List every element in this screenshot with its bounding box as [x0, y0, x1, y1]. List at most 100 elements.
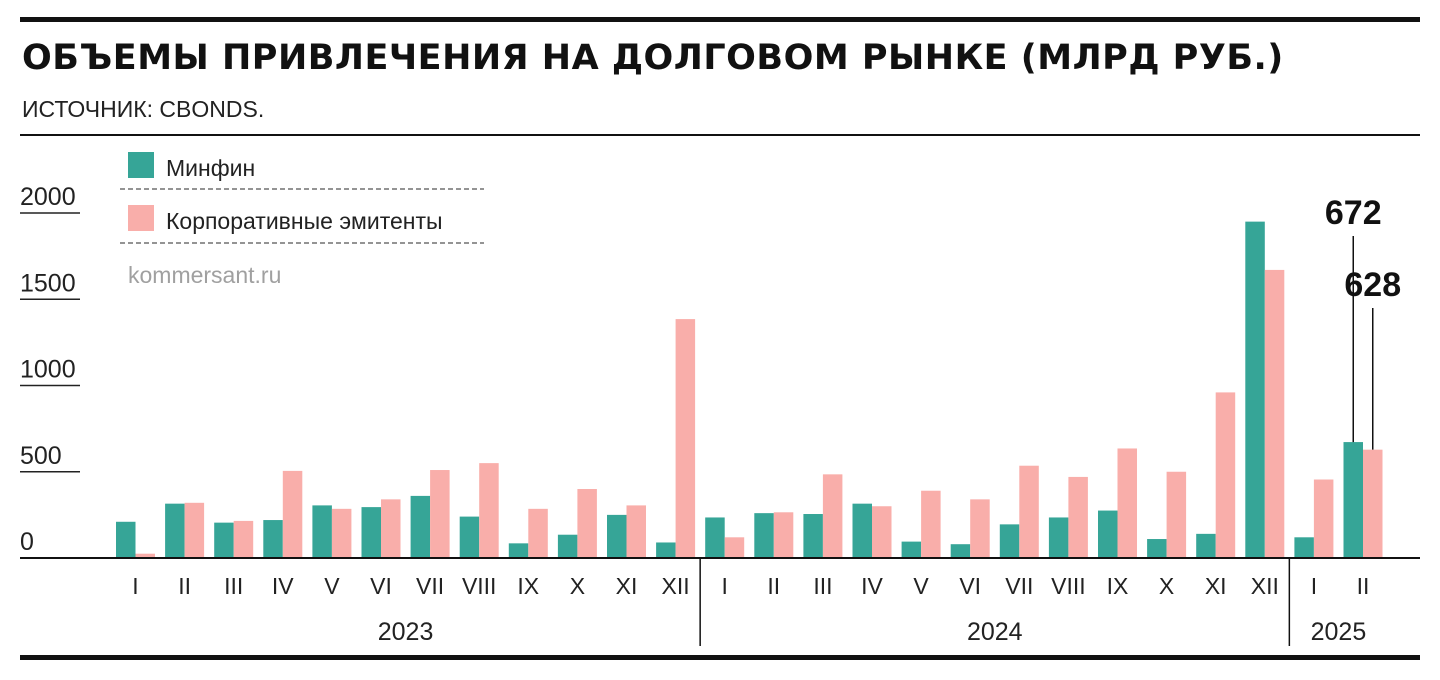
x-tick-label: II — [767, 573, 780, 599]
x-tick-label: VIII — [462, 573, 497, 599]
bar-corporate — [1068, 476, 1088, 558]
bar-corporate — [626, 505, 646, 558]
header-divider — [20, 134, 1420, 136]
chart-source: ИСТОЧНИК: CBONDS. — [22, 96, 265, 122]
x-tick-label: XII — [662, 573, 690, 599]
year-label: 2025 — [1311, 618, 1367, 646]
bar-minfin — [312, 505, 332, 558]
x-axis: I II III IV V VI VII VIII IX X XI XII I II III IV V VI VII… — [20, 557, 1420, 646]
bar-minfin — [116, 521, 136, 558]
bar-corporate — [577, 489, 597, 558]
y-tick-label: 500 — [20, 442, 62, 470]
legend-swatch-corporate — [128, 205, 154, 231]
bar-corporate — [381, 499, 401, 558]
bar-corporate — [1215, 392, 1236, 558]
bar-corporate — [921, 490, 941, 558]
bar-corporate — [135, 553, 155, 558]
bar-corporate — [872, 506, 892, 558]
year-label: 2023 — [378, 618, 434, 646]
y-tick-label: 2000 — [20, 183, 76, 211]
legend-label-minfin: Минфин — [166, 155, 255, 181]
x-tick-label: XI — [616, 573, 638, 599]
bar-minfin — [852, 503, 872, 558]
bar-minfin — [1196, 533, 1216, 558]
y-tick-label: 1000 — [20, 356, 76, 384]
year-label: 2024 — [967, 618, 1023, 646]
x-tick-label: III — [224, 573, 243, 599]
top-rule — [20, 17, 1420, 22]
bar-corporate — [1264, 269, 1285, 558]
bar-corporate — [724, 537, 745, 558]
x-tick-label: IX — [1107, 573, 1129, 599]
bar-corporate — [1166, 471, 1187, 558]
x-tick-label: XII — [1251, 573, 1279, 599]
legend-swatch-minfin — [128, 152, 154, 178]
y-axis: 0 500 1000 1500 2000 — [20, 183, 80, 556]
bar-corporate — [1363, 449, 1383, 558]
bar-minfin — [1098, 510, 1118, 558]
bar-corporate — [233, 520, 254, 558]
bar-minfin — [263, 520, 283, 558]
x-tick-label: IV — [861, 573, 883, 599]
x-tick-label: I — [132, 573, 138, 599]
bar-minfin — [999, 524, 1020, 558]
x-tick-label: XI — [1205, 573, 1227, 599]
bar-corporate — [528, 508, 548, 558]
bar-minfin — [1294, 537, 1314, 558]
y-tick-label: 0 — [20, 528, 34, 556]
x-tick-label: II — [178, 573, 191, 599]
bar-minfin — [754, 513, 774, 558]
x-tick-label: V — [913, 573, 929, 599]
annotation-value: 628 — [1344, 266, 1401, 304]
x-tick-label: III — [813, 573, 832, 599]
x-tick-label: VIII — [1051, 573, 1086, 599]
bar-minfin — [410, 495, 431, 558]
x-tick-label: V — [324, 573, 340, 599]
bottom-rule — [20, 655, 1420, 660]
x-tick-label: VII — [1005, 573, 1033, 599]
bar-minfin — [705, 517, 725, 558]
bar-minfin — [607, 514, 627, 558]
x-tick-label: I — [1311, 573, 1317, 599]
bars-layer — [116, 221, 1383, 558]
bar-corporate — [822, 474, 843, 558]
bar-minfin — [901, 541, 922, 558]
bar-corporate — [773, 512, 794, 558]
bar-minfin — [1048, 517, 1069, 558]
bar-corporate — [479, 463, 499, 558]
bar-corporate — [282, 470, 303, 558]
x-tick-label: IX — [517, 573, 539, 599]
bar-minfin — [361, 507, 381, 558]
bar-minfin — [165, 503, 185, 558]
bar-corporate — [331, 508, 352, 558]
x-tick-label: X — [570, 573, 585, 599]
bar-corporate — [675, 319, 696, 558]
x-tick-label: IV — [272, 573, 294, 599]
annotations: 672 628 — [1325, 194, 1401, 450]
bar-minfin — [1343, 442, 1363, 558]
bar-corporate — [1019, 465, 1039, 558]
bar-minfin — [656, 542, 676, 558]
x-tick-label: I — [722, 573, 728, 599]
legend-label-corporate: Корпоративные эмитенты — [166, 208, 443, 234]
bar-corporate — [970, 499, 990, 558]
bar-minfin — [1245, 221, 1265, 558]
x-tick-label: X — [1159, 573, 1174, 599]
legend: Минфин Корпоративные эмитенты kommersant… — [120, 152, 484, 288]
bar-corporate — [1117, 448, 1137, 558]
bar-minfin — [214, 522, 234, 558]
watermark: kommersant.ru — [128, 262, 281, 288]
y-tick-label: 1500 — [20, 269, 76, 297]
x-tick-label: II — [1357, 573, 1370, 599]
x-tick-label: VI — [959, 573, 981, 599]
x-tick-label: VI — [370, 573, 392, 599]
bar-minfin — [803, 514, 823, 558]
bar-corporate — [430, 470, 450, 558]
bar-corporate — [184, 502, 205, 558]
bar-minfin — [950, 544, 971, 558]
bar-minfin — [557, 534, 578, 558]
bar-minfin — [1147, 539, 1167, 558]
bar-corporate — [1313, 479, 1334, 558]
bar-minfin — [459, 516, 480, 558]
